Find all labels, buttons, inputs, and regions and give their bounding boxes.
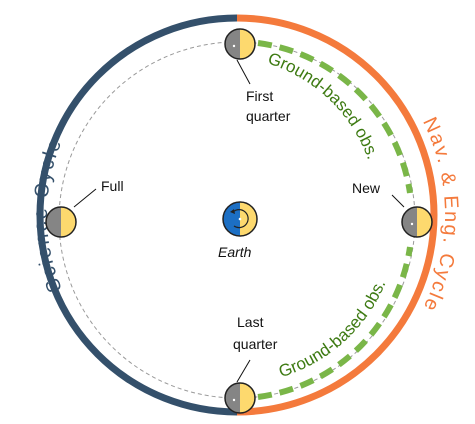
science-cycle-arc — [36, 14, 238, 416]
earth-label: Earth — [218, 244, 252, 260]
last-quarter-leader — [236, 359, 251, 383]
nav-eng-cycle-arc — [236, 14, 438, 416]
first-quarter-label-line2: quarter — [246, 108, 291, 124]
ground-obs-arc-upper — [257, 40, 413, 194]
moon-full — [45, 206, 77, 238]
full-leader — [73, 188, 97, 208]
moon-new — [401, 206, 433, 238]
ground-obs-arc-lower — [257, 246, 413, 400]
new-leader — [391, 194, 405, 208]
new-label: New — [352, 180, 381, 196]
moon-first-quarter — [224, 28, 256, 60]
last-quarter-label-line2: quarter — [233, 336, 278, 352]
first-quarter-leader — [236, 59, 251, 85]
first-quarter-label-line1: First — [246, 88, 273, 104]
last-quarter-label-line1: Last — [237, 314, 264, 330]
moon-last-quarter — [224, 382, 256, 414]
full-label: Full — [101, 178, 124, 194]
earth-icon — [222, 201, 258, 237]
